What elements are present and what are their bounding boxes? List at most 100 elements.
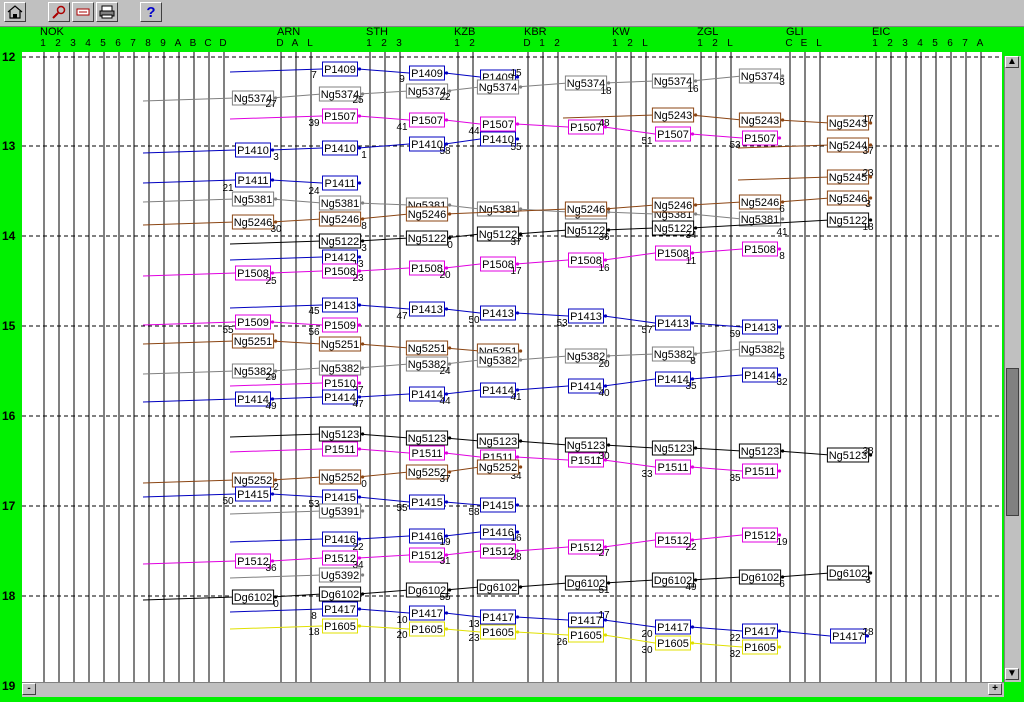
scroll-down-icon[interactable]: ▼ — [1005, 668, 1019, 680]
track-label: 7 — [130, 38, 136, 49]
minute-label: 29 — [265, 372, 277, 383]
track-label: 6 — [947, 38, 953, 49]
edit-icon[interactable] — [72, 2, 94, 22]
train-lead-in — [229, 240, 323, 245]
minute-label: 34 — [352, 560, 364, 571]
minute-label: 25 — [265, 276, 277, 287]
hour-label: 16 — [2, 409, 16, 423]
stop-dot — [869, 121, 873, 125]
minute-label: 24 — [439, 366, 451, 377]
train-label: Ng5382 — [741, 344, 780, 356]
stop-dot — [357, 303, 362, 307]
scroll-left-button[interactable]: - — [22, 683, 36, 695]
minute-label: 40 — [598, 388, 610, 399]
home-icon[interactable] — [4, 2, 26, 22]
track-label: 1 — [697, 38, 703, 49]
train-label-box — [738, 112, 782, 128]
search-icon[interactable] — [48, 2, 70, 22]
station-gli: GLI — [786, 26, 804, 38]
stop-dot — [357, 181, 362, 185]
minute-label: 56 — [308, 327, 320, 338]
minute-label: 55 — [222, 325, 234, 336]
scroll-up-icon[interactable]: ▲ — [1005, 56, 1019, 68]
stop-dot — [515, 137, 520, 141]
train-label-box — [322, 618, 358, 634]
train-lead-in — [142, 560, 236, 565]
track-label: A — [976, 38, 984, 49]
train-label: P1507 — [411, 115, 443, 127]
train-graph[interactable]: P1409 7 P1409 9 P1409 15 Ng5374 27 Ng5374 25 Ng537… — [22, 52, 1002, 682]
stop-dot — [515, 122, 520, 126]
track-label: L — [727, 38, 733, 49]
train-label: P1512 — [657, 535, 689, 547]
train-label: P1414 — [570, 381, 602, 393]
train-label: P1414 — [482, 385, 514, 397]
train-label: P1512 — [237, 556, 269, 568]
stop-dot — [444, 534, 449, 538]
train-label-box — [568, 612, 604, 628]
train-lead-in — [142, 370, 236, 375]
train-label: Ng5252 — [408, 467, 447, 479]
stop-dot — [361, 592, 365, 596]
train-label: P1416 — [482, 527, 514, 539]
minute-label: 17 — [598, 610, 610, 621]
train-label: Ng5122 — [479, 229, 518, 241]
stop-dot — [357, 607, 362, 611]
minute-label: 15 — [510, 68, 522, 79]
train-label-box — [480, 382, 516, 398]
stop-dot — [444, 500, 449, 504]
minute-label: 9 — [399, 74, 405, 85]
train-label: Ng5382 — [321, 363, 360, 375]
train-label-box — [322, 550, 358, 566]
train-label-box — [476, 226, 520, 242]
stop-dot — [777, 533, 782, 537]
train-label-box — [738, 443, 782, 459]
vertical-scrollbar[interactable]: ▲ ▼ — [1004, 56, 1021, 682]
train-label-box — [476, 79, 520, 95]
track-label: D — [219, 38, 227, 49]
minute-label: 41 — [510, 392, 522, 403]
minute-label: 59 — [729, 329, 741, 340]
station-nok: NOK — [40, 26, 64, 38]
train-label: Ug5392 — [321, 570, 360, 582]
train-label: Dg6102 — [654, 575, 693, 587]
train-label-box — [318, 336, 362, 352]
stop-dot — [690, 538, 695, 542]
stop-dot — [361, 201, 365, 205]
train-label-box — [318, 567, 362, 583]
train-label: Ng5374 — [567, 78, 606, 90]
train-label-box — [738, 211, 782, 227]
stop-dot — [515, 455, 520, 459]
train-label-box — [655, 126, 691, 142]
train-label-box — [409, 301, 445, 317]
help-icon[interactable]: ? — [140, 2, 162, 22]
train-label-box — [651, 73, 695, 89]
train-label: P1409 — [411, 68, 443, 80]
stop-dot — [607, 228, 611, 232]
stop-dot — [361, 92, 365, 96]
minute-label: 22 — [685, 542, 697, 553]
stop-dot — [448, 346, 452, 350]
minute-label: 19 — [439, 537, 451, 548]
train-label-box — [564, 437, 608, 453]
train-label-box — [476, 579, 520, 595]
track-label: L — [307, 38, 313, 49]
train-lead-in — [229, 510, 323, 515]
train-label: P1512 — [482, 546, 514, 558]
train-label-box — [318, 360, 362, 376]
stop-dot — [444, 611, 449, 615]
stop-dot — [603, 633, 608, 637]
stop-dot — [690, 625, 695, 629]
scroll-right-button[interactable]: + — [988, 683, 1002, 695]
print-icon[interactable] — [96, 2, 118, 22]
stop-dot — [603, 314, 608, 318]
stop-dot — [448, 203, 452, 207]
train-label: Dg6102 — [234, 592, 273, 604]
station-sth: STH — [366, 26, 388, 38]
vertical-scroll-thumb[interactable] — [1006, 368, 1019, 516]
train-lead-in — [229, 538, 323, 543]
minute-label: 23 — [862, 168, 874, 179]
train-label: Ng5374 — [234, 93, 273, 105]
stop-dot — [357, 624, 362, 628]
horizontal-scrollbar[interactable]: - + — [22, 682, 1004, 697]
